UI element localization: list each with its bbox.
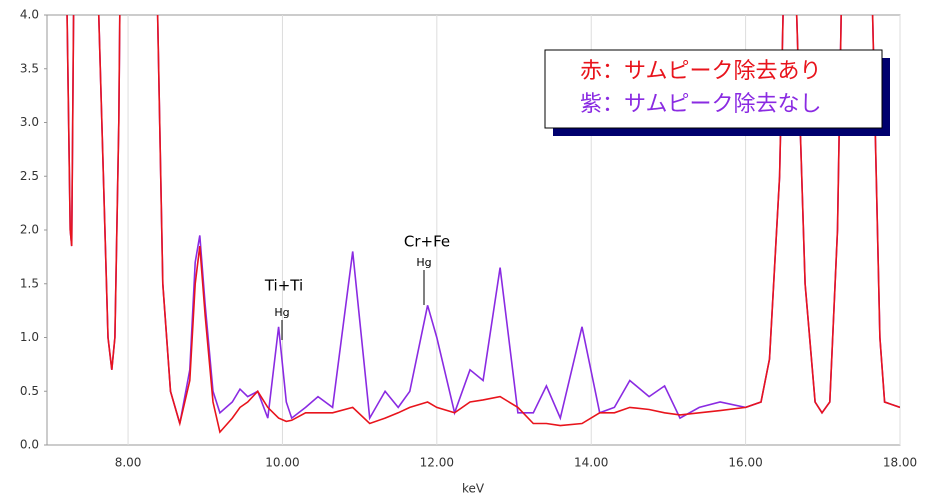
y-tick-label: 3.0 bbox=[20, 115, 39, 129]
x-axis-label: keV bbox=[462, 482, 485, 496]
legend-entry: 紫：サムピーク除去なし bbox=[580, 92, 822, 117]
y-tick-label: 0.0 bbox=[20, 438, 39, 452]
x-tick-label: 14.00 bbox=[574, 456, 608, 470]
plot-lines bbox=[66, 15, 900, 434]
annotation-sub: Hg bbox=[416, 256, 431, 269]
legend-box bbox=[544, 49, 883, 129]
y-tick-label: 0.5 bbox=[20, 384, 39, 398]
x-tick-label: 16.00 bbox=[728, 456, 762, 470]
x-tick-label: 12.00 bbox=[420, 456, 454, 470]
x-tick-label: 18.00 bbox=[883, 456, 917, 470]
legend-entry: 赤：サムピーク除去あり bbox=[580, 59, 822, 84]
annotation-label: Cr+Fe bbox=[404, 233, 450, 251]
series-line bbox=[66, 15, 900, 434]
annotation-label: Ti+Ti bbox=[264, 277, 303, 295]
annotation-sub: Hg bbox=[274, 306, 289, 319]
y-tick-label: 1.0 bbox=[20, 330, 39, 344]
y-tick-label: 1.5 bbox=[20, 276, 39, 290]
y-tick-label: 4.0 bbox=[20, 8, 39, 22]
x-tick-label: 8.00 bbox=[115, 456, 142, 470]
y-tick-label: 2.0 bbox=[20, 223, 39, 237]
y-tick-label: 2.5 bbox=[20, 169, 39, 183]
y-tick-label: 3.5 bbox=[20, 61, 39, 75]
x-tick-label: 10.00 bbox=[265, 456, 299, 470]
